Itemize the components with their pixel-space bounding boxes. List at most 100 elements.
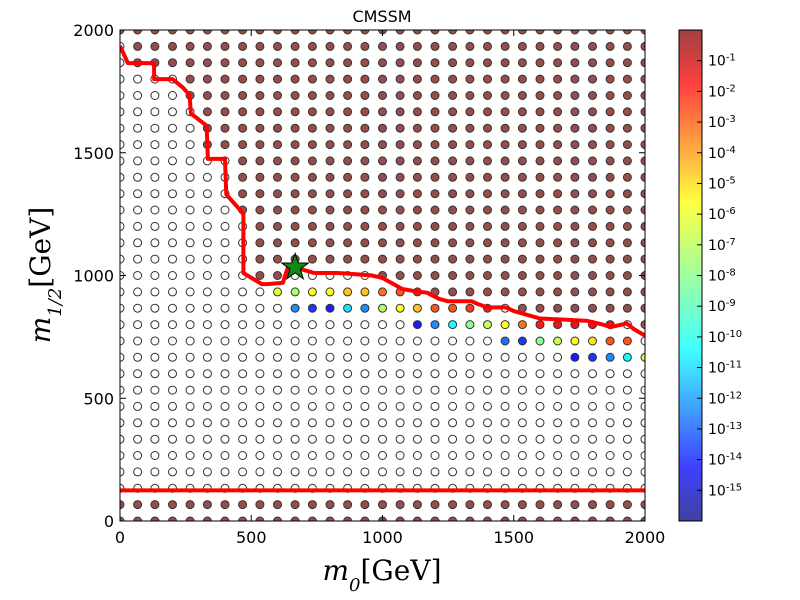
grid-point <box>185 156 195 166</box>
grid-point <box>185 123 195 133</box>
grid-point <box>238 352 248 362</box>
grid-point <box>273 156 282 166</box>
grid-point <box>395 320 405 330</box>
grid-point <box>168 271 177 280</box>
grid-point <box>640 451 645 460</box>
grid-point <box>325 352 335 362</box>
grid-point <box>255 287 265 297</box>
grid-point <box>290 451 300 460</box>
grid-point <box>325 30 335 35</box>
grid-point <box>325 189 335 199</box>
grid-point <box>448 238 458 248</box>
grid-point <box>120 221 125 231</box>
grid-point <box>605 74 615 84</box>
grid-point <box>622 189 632 199</box>
grid-point <box>307 516 317 521</box>
colorbar-tick-label: 10-6 <box>708 206 736 224</box>
grid-point <box>168 254 177 264</box>
grid-point <box>343 74 353 84</box>
grid-point <box>553 369 563 379</box>
grid-point <box>500 41 510 51</box>
grid-point <box>622 107 632 117</box>
grid-point <box>430 320 440 330</box>
grid-point <box>448 172 458 182</box>
grid-point <box>570 58 580 68</box>
grid-point <box>412 271 422 280</box>
grid-point <box>360 336 370 346</box>
grid-point <box>307 91 317 100</box>
grid-point <box>553 238 563 248</box>
grid-point <box>273 41 282 51</box>
grid-point <box>133 369 143 379</box>
grid-point <box>133 74 143 84</box>
grid-point <box>255 238 265 248</box>
grid-point <box>430 107 440 117</box>
grid-point <box>483 352 492 362</box>
grid-point <box>378 41 387 51</box>
grid-point <box>500 418 510 428</box>
grid-point <box>588 238 597 248</box>
grid-point <box>570 385 580 395</box>
grid-point <box>120 172 125 182</box>
grid-point <box>238 287 248 297</box>
grid-point <box>273 107 282 117</box>
grid-point <box>120 385 125 395</box>
grid-point <box>120 320 125 330</box>
grid-point <box>412 385 422 395</box>
grid-point <box>448 385 458 395</box>
grid-point <box>465 74 475 84</box>
grid-point <box>465 156 475 166</box>
grid-point <box>430 238 440 248</box>
grid-point <box>605 58 615 68</box>
grid-point <box>588 401 597 411</box>
grid-point <box>517 434 527 444</box>
grid-point <box>325 500 335 510</box>
grid-point <box>202 205 212 215</box>
grid-point <box>120 352 125 362</box>
grid-point <box>133 516 143 521</box>
grid-point <box>168 385 177 395</box>
grid-point <box>570 238 580 248</box>
grid-point <box>133 336 143 346</box>
grid-point <box>120 401 125 411</box>
grid-point <box>378 205 387 215</box>
grid-point <box>202 221 212 231</box>
grid-point <box>343 107 353 117</box>
grid-point <box>395 352 405 362</box>
grid-point <box>273 467 282 477</box>
grid-point <box>360 303 370 313</box>
grid-point <box>517 336 527 346</box>
grid-point <box>395 467 405 477</box>
grid-point <box>290 205 300 215</box>
grid-point <box>360 254 370 264</box>
grid-point <box>605 516 615 521</box>
grid-point <box>605 467 615 477</box>
grid-point <box>483 451 492 460</box>
grid-point <box>605 369 615 379</box>
grid-point <box>255 205 265 215</box>
grid-point <box>448 189 458 199</box>
grid-point <box>120 140 125 150</box>
grid-point <box>307 123 317 133</box>
grid-point <box>185 500 195 510</box>
grid-point <box>395 189 405 199</box>
grid-point <box>378 107 387 117</box>
x-tick-label: 0 <box>115 528 125 547</box>
grid-point <box>168 172 177 182</box>
grid-point <box>500 238 510 248</box>
grid-point <box>133 238 143 248</box>
grid-point <box>448 123 458 133</box>
grid-point <box>343 123 353 133</box>
grid-point <box>395 434 405 444</box>
grid-point <box>483 123 492 133</box>
grid-point <box>622 156 632 166</box>
grid-point <box>430 156 440 166</box>
grid-point <box>307 74 317 84</box>
grid-point <box>273 451 282 460</box>
grid-point <box>605 107 615 117</box>
grid-point <box>360 156 370 166</box>
grid-point <box>605 205 615 215</box>
grid-point <box>168 30 177 35</box>
grid-point <box>570 369 580 379</box>
